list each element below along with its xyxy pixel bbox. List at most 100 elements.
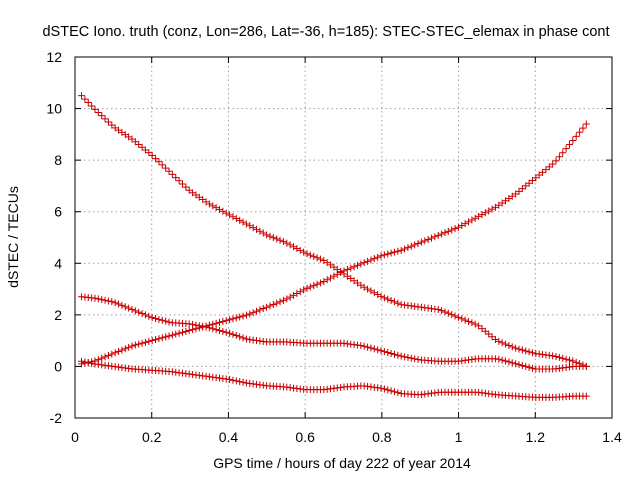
series-4 (78, 357, 590, 401)
data-point (135, 340, 143, 348)
data-point (91, 294, 99, 302)
data-point (256, 227, 264, 235)
data-point (212, 204, 220, 212)
data-point (522, 362, 530, 370)
data-point (236, 333, 244, 341)
data-point (401, 245, 409, 253)
data-point (115, 300, 123, 308)
data-point (431, 233, 439, 241)
data-point (259, 229, 267, 237)
data-point (582, 120, 590, 128)
data-point (131, 307, 139, 315)
data-point (582, 362, 590, 370)
data-point (407, 354, 415, 362)
data-point (404, 244, 412, 252)
data-point (485, 207, 493, 215)
data-point (475, 212, 483, 220)
data-point (394, 389, 402, 397)
data-point (249, 309, 257, 317)
data-point (384, 349, 392, 357)
data-point (364, 343, 372, 351)
data-point (172, 174, 180, 182)
series-1 (78, 92, 590, 370)
data-point (458, 315, 466, 323)
series-3 (78, 293, 590, 373)
data-point (219, 207, 227, 215)
data-point (522, 347, 530, 355)
data-point (411, 241, 419, 249)
data-point (397, 246, 405, 254)
data-point (253, 225, 261, 233)
data-point (118, 301, 126, 309)
data-point (380, 251, 388, 259)
data-point (145, 312, 153, 320)
data-point (549, 160, 557, 168)
data-point (222, 328, 230, 336)
data-point (121, 345, 129, 353)
data-point (367, 256, 375, 264)
data-point (565, 141, 573, 149)
y-tick-label: -2 (50, 410, 63, 426)
plot-area (78, 92, 590, 401)
data-point (421, 237, 429, 245)
data-point (441, 229, 449, 237)
data-point (104, 118, 112, 126)
data-point (387, 349, 395, 357)
data-point (565, 356, 573, 364)
data-point (155, 158, 163, 166)
data-point (229, 376, 237, 384)
data-point (498, 339, 506, 347)
data-point (178, 328, 186, 336)
x-tick-label: 1 (455, 429, 463, 445)
data-point (172, 330, 180, 338)
data-point (508, 343, 516, 351)
data-point (306, 283, 314, 291)
data-point (165, 167, 173, 175)
data-point (310, 252, 318, 260)
data-point (266, 302, 274, 310)
data-point (461, 220, 469, 228)
data-point (178, 180, 186, 188)
data-point (84, 359, 92, 367)
data-point (111, 349, 119, 357)
data-point (236, 313, 244, 321)
data-point (175, 177, 183, 185)
data-point (471, 320, 479, 328)
data-point (374, 291, 382, 299)
data-point (488, 205, 496, 213)
data-point (168, 331, 176, 339)
data-point (454, 313, 462, 321)
data-point (273, 299, 281, 307)
data-point (239, 218, 247, 226)
data-point (239, 378, 247, 386)
data-point (152, 155, 160, 163)
data-point (438, 307, 446, 315)
data-point (434, 306, 442, 314)
data-point (394, 247, 402, 255)
data-point (414, 356, 422, 364)
data-point (333, 270, 341, 278)
data-point (364, 257, 372, 265)
data-point (374, 346, 382, 354)
data-point (209, 202, 217, 210)
data-point (481, 209, 489, 217)
data-point (98, 296, 106, 304)
data-point (84, 99, 92, 107)
data-point (239, 312, 247, 320)
data-point (387, 249, 395, 257)
data-point (377, 252, 385, 260)
data-point (306, 251, 314, 259)
data-point (192, 321, 200, 329)
data-point (380, 385, 388, 393)
data-point (88, 359, 96, 367)
data-point (101, 296, 109, 304)
data-point (165, 318, 173, 326)
data-point (310, 282, 318, 290)
data-point (390, 388, 398, 396)
data-point (323, 276, 331, 284)
data-point (155, 335, 163, 343)
data-point (283, 239, 291, 247)
data-point (384, 386, 392, 394)
data-point (229, 330, 237, 338)
y-axis-label: dSTEC / TECUs (5, 186, 21, 288)
